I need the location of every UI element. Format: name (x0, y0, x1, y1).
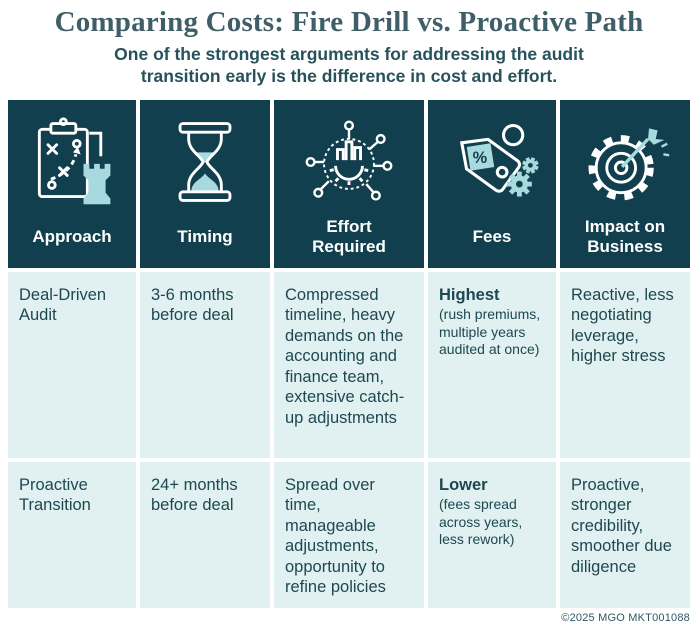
title-block: Comparing Costs: Fire Drill vs. Proactiv… (0, 0, 698, 96)
column-header-fees: Fees (472, 226, 512, 246)
cell-row1-timing: 3-6 months before deal (140, 272, 270, 458)
strategy-clipboard-chess-icon (24, 110, 120, 214)
fees-level-row2: Lower (439, 476, 488, 494)
header-cell-timing: Timing (140, 100, 270, 268)
copyright-text: ©2025 MGO MKT001088 (561, 612, 690, 624)
fees-note-row2: (fees spread across years, less rework) (439, 496, 523, 548)
header-cell-fees: % (428, 100, 556, 268)
fees-note-row1: (rush premiums, multiple years audited a… (439, 306, 541, 358)
header-cell-impact: Impact on Business (560, 100, 690, 268)
fees-level-row1: Highest (439, 286, 500, 304)
page-subtitle: One of the strongest arguments for addre… (114, 44, 584, 87)
column-header-impact: Impact on Business (584, 216, 666, 256)
header-cell-effort: Effort Required (274, 100, 424, 268)
cell-row2-approach: Proactive Transition (8, 462, 136, 608)
page-title: Comparing Costs: Fire Drill vs. Proactiv… (54, 6, 644, 38)
comparison-table: Approach Timing (8, 100, 690, 608)
gear-chart-network-icon (301, 110, 397, 214)
svg-text:%: % (473, 149, 488, 167)
cell-row1-approach: Deal-Driven Audit (8, 272, 136, 458)
cell-row1-impact: Reactive, less negotiating leverage, hig… (560, 272, 690, 458)
cell-row1-effort: Compressed timeline, heavy demands on th… (274, 272, 424, 458)
column-header-effort: Effort Required (312, 216, 386, 256)
column-header-timing: Timing (177, 226, 233, 246)
cell-row2-timing: 24+ months before deal (140, 462, 270, 608)
cell-row1-fees: Highest (rush premiums, multiple years a… (428, 272, 556, 458)
header-cell-approach: Approach (8, 100, 136, 268)
cell-row2-impact: Proactive, stronger credibility, smoothe… (560, 462, 690, 608)
price-tag-gears-icon: % (444, 110, 540, 214)
hourglass-icon (157, 110, 253, 214)
cell-row2-fees: Lower (fees spread across years, less re… (428, 462, 556, 608)
cell-row2-effort: Spread over time, manageable adjustments… (274, 462, 424, 608)
gear-target-arrow-icon (577, 110, 673, 214)
column-header-approach: Approach (32, 226, 112, 246)
